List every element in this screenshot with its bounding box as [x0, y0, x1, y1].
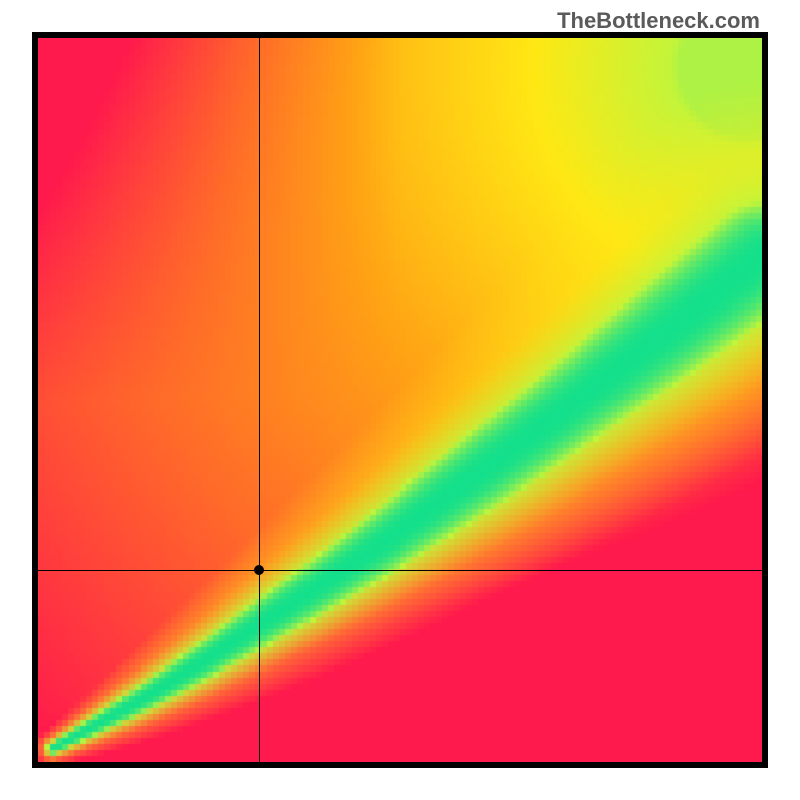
heatmap-canvas	[38, 38, 762, 762]
marker-dot	[254, 565, 264, 575]
crosshair-horizontal	[38, 570, 762, 571]
crosshair-vertical	[259, 38, 260, 762]
watermark-text: TheBottleneck.com	[557, 8, 760, 34]
heatmap-chart	[32, 32, 768, 768]
